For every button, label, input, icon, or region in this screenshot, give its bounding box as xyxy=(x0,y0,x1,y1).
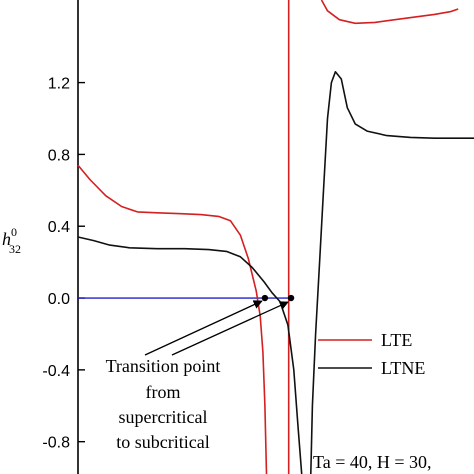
transition-point-marker xyxy=(287,294,295,302)
transition-point-marker xyxy=(261,294,269,302)
annotation-text: to subcritical xyxy=(116,432,209,452)
y-tick-label: 0.8 xyxy=(48,147,70,164)
legend-label-ltne: LTNE xyxy=(381,358,425,378)
series-line-lte xyxy=(320,0,459,25)
y-axis-label: h0 32 xyxy=(2,225,21,256)
annotation-arrow xyxy=(144,300,263,356)
y-tick-label: 0.4 xyxy=(48,219,70,236)
y-tick-label: 0.0 xyxy=(48,291,70,308)
y-tick-label: -0.4 xyxy=(42,363,70,380)
series-line-ltne xyxy=(77,236,303,474)
annotation-text: from xyxy=(146,382,181,402)
series-line-ltne xyxy=(310,71,474,474)
y-tick-label: -0.8 xyxy=(42,435,70,452)
y-tick-label: 1.2 xyxy=(48,76,70,93)
annotation-text: Transition point xyxy=(106,356,221,376)
legend-label-lte: LTE xyxy=(381,330,412,350)
annotation-text: supercritical xyxy=(119,407,208,427)
annotation-arrow xyxy=(171,301,289,356)
series-line-lte xyxy=(77,164,268,474)
parameters-text: Ta = 40, H = 30, xyxy=(313,452,432,472)
